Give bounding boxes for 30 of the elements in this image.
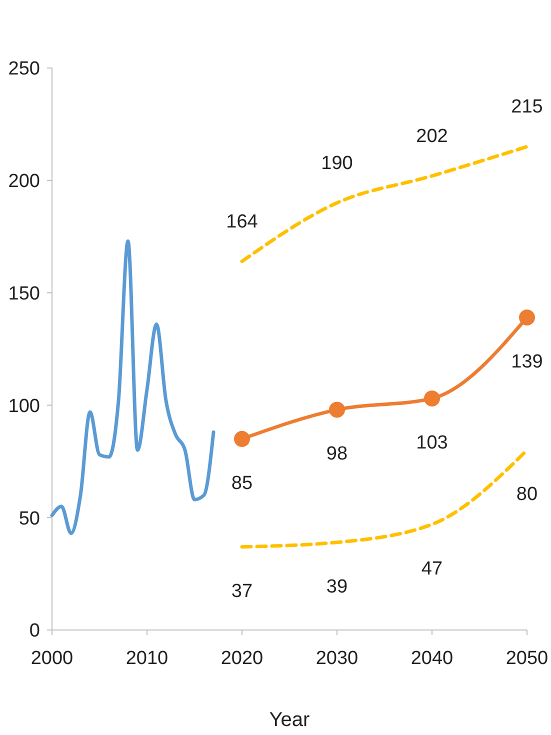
point <box>234 430 250 447</box>
x-tick-label: 2000 <box>30 648 74 669</box>
x-tick-label: 2010 <box>126 648 168 669</box>
line-series <box>50 239 216 536</box>
data-label: 215 <box>511 96 543 118</box>
point <box>519 310 535 326</box>
data-label: 80 <box>516 484 538 506</box>
data-label: 103 <box>416 432 448 454</box>
data-label: 139 <box>511 352 543 373</box>
x-axis-title: Year <box>269 709 310 731</box>
y-tick-label: 100 <box>8 396 40 417</box>
point <box>424 390 440 406</box>
point <box>329 402 345 418</box>
x-tick-label: 2030 <box>316 648 358 669</box>
data-label: 85 <box>231 472 253 494</box>
x-tick-label: 2050 <box>506 648 548 669</box>
y-tick-label: 200 <box>8 171 40 192</box>
data-label: 190 <box>321 152 353 174</box>
data-label: 39 <box>326 576 348 598</box>
x-tick-label: 2020 <box>220 648 264 669</box>
y-tick-label: 250 <box>8 58 40 80</box>
y-tick-label: 150 <box>8 283 40 304</box>
data-label: 47 <box>421 558 443 580</box>
data-label: 37 <box>231 580 253 602</box>
y-tick-label: 0 <box>29 620 40 642</box>
x-tick-label: 2040 <box>410 648 454 669</box>
data-label: 202 <box>416 126 448 147</box>
data-label: 98 <box>326 444 348 465</box>
y-tick-label: 50 <box>18 508 40 530</box>
data-label: 164 <box>226 211 258 232</box>
